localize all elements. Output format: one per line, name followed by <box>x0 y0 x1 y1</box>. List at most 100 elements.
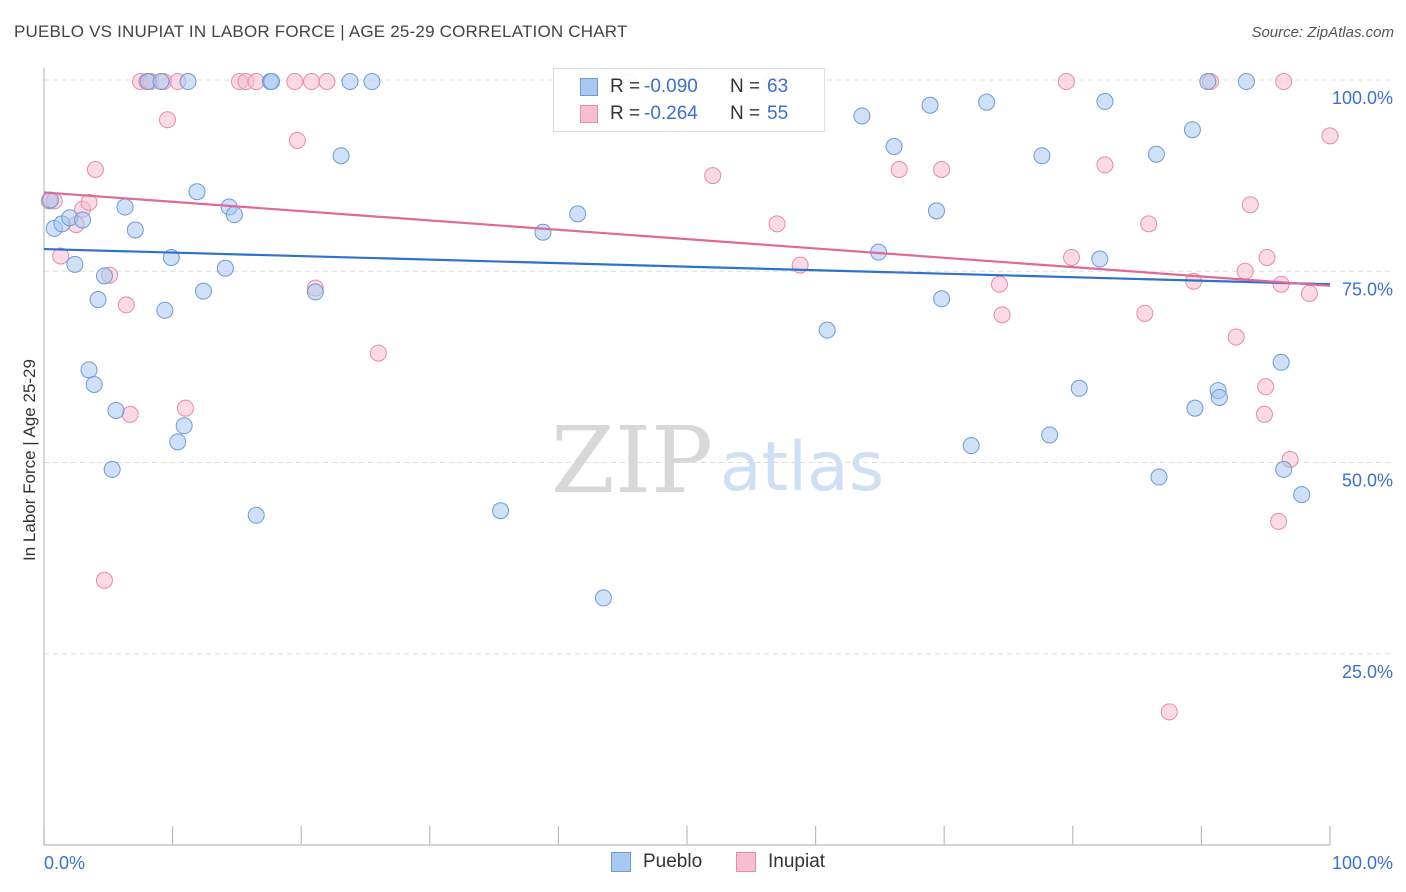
pueblo-point <box>1033 147 1051 165</box>
pueblo-point <box>332 147 350 165</box>
inupiat-legend-swatch <box>736 852 756 872</box>
pueblo-point <box>95 267 113 285</box>
inupiat-point <box>1300 284 1318 302</box>
legend-row-inupiat: R = -0.264 N = 55 <box>554 100 788 128</box>
n-value: 55 <box>767 103 789 124</box>
pueblo-point <box>1293 486 1311 504</box>
pueblo-point <box>103 460 121 478</box>
inupiat-point <box>1241 196 1259 214</box>
pueblo-point <box>1210 388 1228 406</box>
inupiat-point <box>1140 215 1158 233</box>
trend-lines <box>43 191 1331 287</box>
pueblo-point <box>1147 145 1165 163</box>
pueblo-point <box>225 206 243 224</box>
pueblo-point <box>216 259 234 277</box>
pueblo-point <box>89 291 107 309</box>
inupiat-point <box>1136 304 1154 322</box>
pueblo-point <box>1150 468 1168 486</box>
y-tick-label: 75.0% <box>1342 279 1393 299</box>
pueblo-point <box>194 282 212 300</box>
inupiat-point <box>768 215 786 233</box>
inupiat-point <box>1321 127 1339 145</box>
pueblo-point <box>175 417 193 435</box>
inupiat-point <box>1063 248 1081 266</box>
pueblo-point <box>927 202 945 220</box>
inupiat-point <box>1270 512 1288 530</box>
inupiat-point <box>1255 405 1273 423</box>
pueblo-point <box>263 73 281 91</box>
pueblo-points <box>41 73 1311 607</box>
inupiat-point <box>288 131 306 149</box>
legend-item-inupiat[interactable]: Inupiat <box>736 851 825 873</box>
inupiat-point <box>890 161 908 179</box>
pueblo-point <box>1070 379 1088 397</box>
pueblo-point <box>152 73 170 91</box>
legend-label-pueblo: Pueblo <box>643 851 703 872</box>
watermark-atlas: atlas <box>720 428 884 507</box>
y-tick-label: 25.0% <box>1342 662 1393 682</box>
r-label: R = <box>610 76 641 97</box>
inupiat-point <box>1275 73 1293 91</box>
pueblo-point <box>85 375 103 393</box>
pueblo-point <box>1272 353 1290 371</box>
inupiat-point <box>1227 328 1245 346</box>
pueblo-point <box>1199 73 1217 91</box>
pueblo-point <box>1275 460 1293 478</box>
n-label: N = <box>730 76 761 97</box>
inupiat-point <box>176 399 194 417</box>
pueblo-point <box>156 301 174 319</box>
inupiat-point <box>1257 378 1275 396</box>
inupiat-point <box>933 161 951 179</box>
n-label: N = <box>730 103 761 124</box>
pueblo-point <box>962 437 980 455</box>
watermark-zip: ZIP <box>551 407 713 514</box>
pueblo-point <box>853 107 871 125</box>
pueblo-point <box>818 321 836 339</box>
inupiat-point <box>86 161 104 179</box>
pueblo-point <box>885 138 903 156</box>
inupiat-point <box>1236 262 1254 280</box>
tick-labels: 100.0% 75.0% 50.0% 25.0% 0.0% 100.0% <box>44 88 1393 873</box>
chart-title: PUEBLO VS INUPIAT IN LABOR FORCE | AGE 2… <box>14 22 628 41</box>
r-value: -0.090 <box>644 76 698 97</box>
y-tick-label: 100.0% <box>1332 88 1393 108</box>
pueblo-point <box>1237 73 1255 91</box>
inupiat-points <box>40 73 1339 721</box>
pueblo-point <box>1186 399 1204 417</box>
gridlines <box>44 79 1392 655</box>
pueblo-point <box>1096 92 1114 110</box>
pueblo-point <box>188 183 206 201</box>
pueblo-point <box>341 73 359 91</box>
inupiat-point <box>990 275 1008 293</box>
inupiat-point <box>1258 248 1276 266</box>
pueblo-point <box>179 73 197 91</box>
inupiat-point <box>95 571 113 589</box>
n-value: 63 <box>767 76 789 97</box>
y-tick-label: 50.0% <box>1342 471 1393 491</box>
source-label: Source: ZipAtlas.com <box>1251 24 1394 41</box>
pueblo-point <box>247 506 265 524</box>
x-tick-label: 100.0% <box>1332 853 1393 873</box>
inupiat-point <box>247 73 265 91</box>
pueblo-point <box>1183 121 1201 139</box>
inupiat-point <box>993 306 1011 324</box>
inupiat-point <box>318 73 336 91</box>
pueblo-point <box>169 433 187 451</box>
inupiat-point <box>704 167 722 185</box>
pueblo-legend-swatch <box>611 852 631 872</box>
pueblo-point <box>534 223 552 241</box>
inupiat-point <box>286 73 304 91</box>
r-value: -0.264 <box>644 103 698 124</box>
pueblo-point <box>74 211 92 229</box>
legend-item-pueblo[interactable]: Pueblo <box>611 851 702 873</box>
pueblo-point <box>126 221 144 239</box>
inupiat-point <box>1057 73 1075 91</box>
r-label: R = <box>610 103 641 124</box>
inupiat-point <box>369 344 387 362</box>
inupiat-point <box>80 193 98 211</box>
watermark: ZIP atlas <box>551 407 884 514</box>
inupiat-point <box>52 247 70 265</box>
inupiat-point <box>121 405 139 423</box>
pueblo-swatch <box>580 78 598 96</box>
